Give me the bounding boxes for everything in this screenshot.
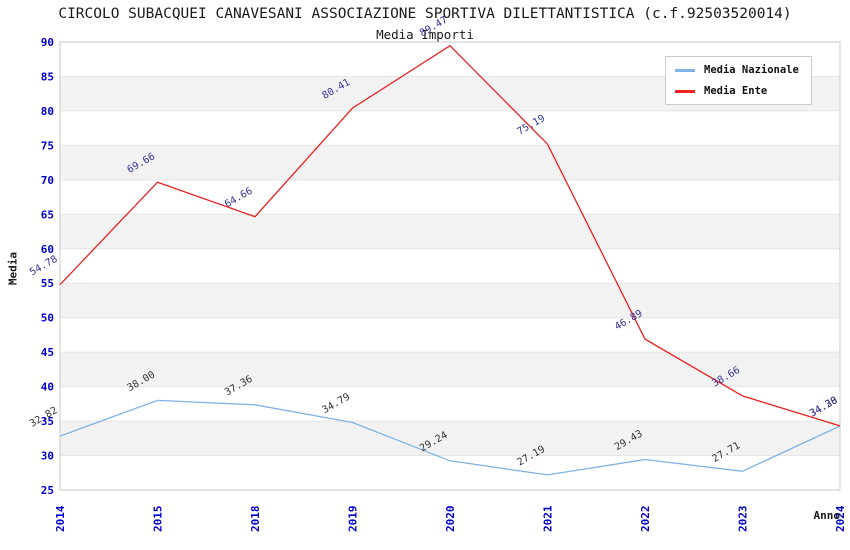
y-tick-label: 40 [41,381,54,394]
x-tick-label: 2021 [542,505,555,532]
y-axis-label: Media [6,251,20,286]
x-tick-label: 2024 [834,505,847,532]
y-tick-label: 70 [41,174,54,187]
plot-band [60,145,840,180]
legend-item-media-ente: Media Ente [675,85,799,97]
series-line-media-nazionale [59,399,841,476]
legend-label: Media Nazionale [704,64,799,76]
plot-band [60,110,840,146]
y-tick-label: 35 [41,415,54,428]
plot-band [60,248,840,284]
plot-band [60,283,840,318]
point-value-label: 54.78 [28,254,60,279]
x-tick-label: 2020 [444,506,457,533]
plot-band [60,386,840,422]
x-tick-label: 2019 [347,506,360,533]
legend-item-media-nazionale: Media Nazionale [675,64,799,76]
y-tick-label: 90 [41,36,54,49]
legend: Media Nazionale Media Ente [665,56,812,105]
x-tick-label: 2015 [152,506,165,533]
x-tick-label: 2014 [54,505,67,532]
series-line-media-ente [59,44,841,427]
plot-border [59,41,841,491]
chart-title: CIRCOLO SUBACQUEI CANAVESANI ASSOCIAZION… [58,6,792,22]
x-tick-label: 2022 [639,506,652,533]
y-tick-label: 55 [41,277,54,290]
plot-band [60,179,840,215]
y-tick-label: 60 [41,243,54,256]
y-tick-label: 50 [41,312,54,325]
chart-subtitle: Media Importi [376,27,474,42]
y-tick-label: 45 [41,346,54,359]
plot-band [60,317,840,353]
x-tick-label: 2023 [737,506,750,533]
y-tick-label: 75 [41,139,54,152]
plot-band [60,214,840,249]
y-tick-label: 65 [41,208,54,221]
plot-band [60,421,840,456]
y-tick-label: 85 [41,70,54,83]
legend-swatch-red-line [675,89,695,93]
x-tick-label: 2018 [249,506,262,533]
x-axis-label: Anno [813,509,841,522]
y-tick-label: 80 [41,105,54,118]
plot-band [60,352,840,387]
legend-swatch-blue-line [675,68,695,72]
legend-label: Media Ente [704,85,768,97]
y-tick-label: 25 [41,484,54,497]
y-tick-label: 30 [41,450,54,463]
point-value-label: 89.47 [418,15,450,40]
